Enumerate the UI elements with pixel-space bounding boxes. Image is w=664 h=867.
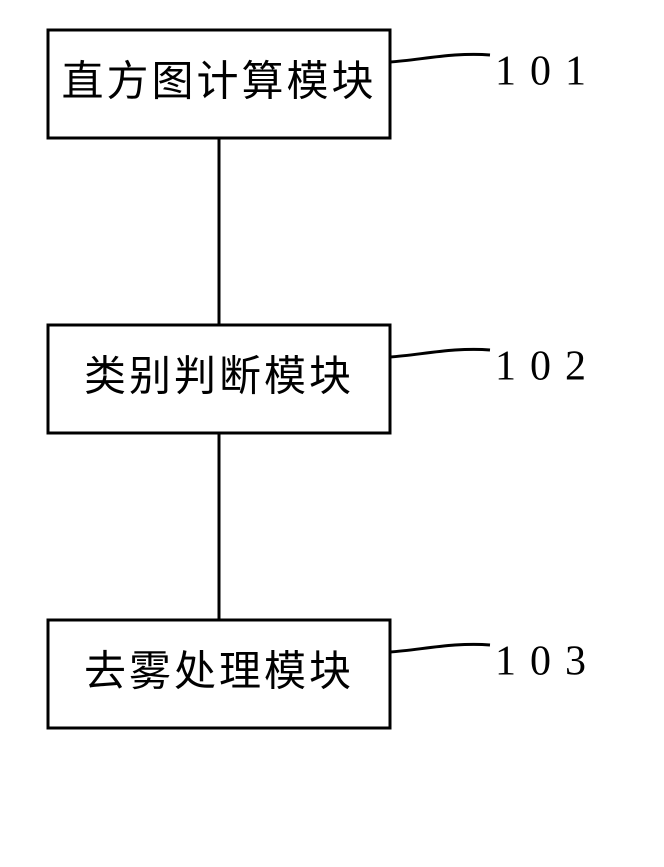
leader-line	[390, 644, 490, 652]
leader-line	[390, 54, 490, 62]
node-label: 101	[495, 49, 600, 95]
flowchart-canvas: 直方图计算模块 101 类别判断模块 102 去雾处理模块 103	[0, 0, 664, 867]
node-text: 类别判断模块	[84, 355, 354, 401]
flowchart-node: 类别判断模块 102	[48, 325, 600, 433]
node-text: 去雾处理模块	[84, 650, 354, 696]
flowchart-node: 去雾处理模块 103	[48, 620, 600, 728]
node-text: 直方图计算模块	[61, 60, 376, 106]
node-label: 102	[495, 344, 600, 390]
flowchart-node: 直方图计算模块 101	[48, 30, 600, 138]
node-label: 103	[495, 639, 600, 685]
leader-line	[390, 349, 490, 357]
